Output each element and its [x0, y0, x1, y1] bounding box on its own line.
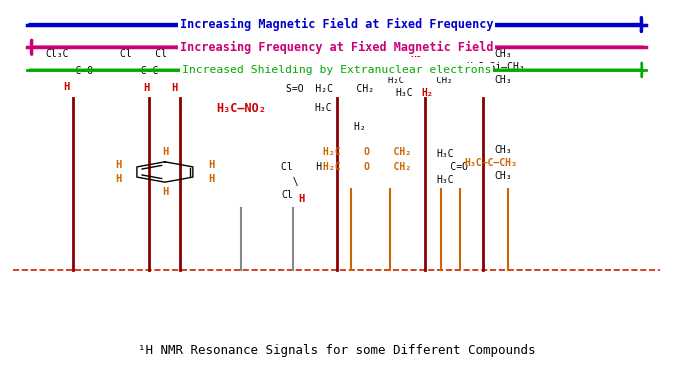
Text: CH₃: CH₃ [495, 145, 512, 155]
Text: C=C: C=C [129, 66, 158, 76]
Text: H: H [162, 147, 168, 157]
Text: Cl: Cl [281, 191, 293, 200]
Text: H: H [209, 174, 215, 184]
Text: Cl₃C: Cl₃C [46, 49, 69, 59]
Text: H₃C: H₃C [437, 149, 454, 159]
Text: H: H [63, 82, 69, 92]
Text: Cl    H: Cl H [281, 162, 322, 172]
Text: H: H [115, 160, 121, 170]
Text: Increased Shielding by Extranuclear electrons: Increased Shielding by Extranuclear elec… [182, 65, 491, 75]
Text: C=O: C=O [52, 66, 94, 76]
Text: CH₃: CH₃ [495, 49, 512, 59]
Text: H: H [143, 83, 149, 93]
Text: H₂C    O    CH₂: H₂C O CH₂ [323, 162, 411, 172]
Text: H₃C      C      CH₂: H₃C C CH₂ [353, 63, 455, 72]
Text: H₃C–NO₂: H₃C–NO₂ [216, 102, 266, 115]
Text: H: H [209, 160, 215, 170]
Text: H₃C: H₃C [437, 175, 454, 185]
Text: H₂C    O    CH₂: H₂C O CH₂ [323, 147, 411, 157]
Text: H₂C      CH₂: H₂C CH₂ [361, 76, 453, 85]
Text: H₃C–Si–CH₃: H₃C–Si–CH₃ [466, 62, 525, 72]
Text: CH₃: CH₃ [495, 172, 512, 181]
Text: H₂C    O    CH₂: H₂C O CH₂ [286, 66, 374, 76]
Text: H: H [115, 174, 121, 184]
Text: H₃C: H₃C [314, 104, 332, 113]
Text: C=O: C=O [421, 162, 468, 172]
Text: H: H [298, 194, 305, 204]
Text: S=O  H₂C    CH₂: S=O H₂C CH₂ [286, 85, 374, 94]
Text: H₃C–C–CH₃: H₃C–C–CH₃ [465, 158, 518, 168]
Text: H₂: H₂ [421, 88, 433, 98]
Text: Increasing Frequency at Fixed Magnetic Field: Increasing Frequency at Fixed Magnetic F… [180, 41, 493, 54]
Text: Cl    Cl: Cl Cl [120, 49, 167, 59]
Text: H₃C: H₃C [395, 88, 413, 98]
Text: \: \ [281, 177, 299, 187]
Text: Increasing Magnetic Field at Fixed Frequency: Increasing Magnetic Field at Fixed Frequ… [180, 18, 493, 31]
Text: H₂: H₂ [307, 122, 366, 132]
Text: CH₃: CH₃ [495, 75, 512, 85]
Text: ¹H NMR Resonance Signals for some Different Compounds: ¹H NMR Resonance Signals for some Differ… [138, 344, 535, 357]
Text: H: H [162, 187, 168, 197]
Text: H: H [172, 83, 178, 93]
Text: H₂: H₂ [410, 49, 422, 59]
